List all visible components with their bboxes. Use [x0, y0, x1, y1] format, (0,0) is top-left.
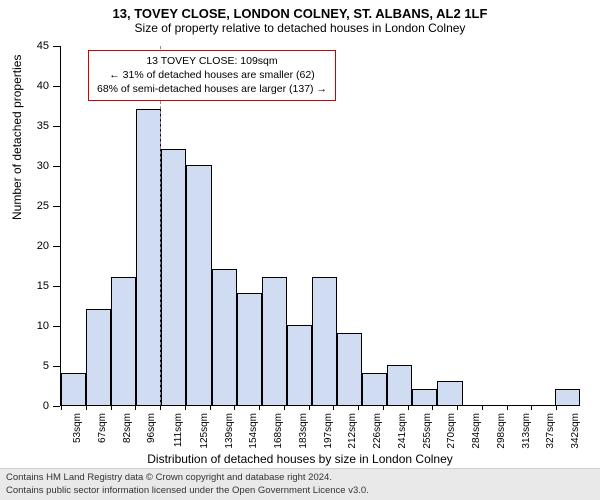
- x-tick: [160, 405, 161, 410]
- x-tick: [111, 405, 112, 410]
- y-tick: [53, 46, 60, 47]
- x-tick: [135, 405, 136, 410]
- x-tick-label: 226sqm: [372, 413, 383, 449]
- x-tick-label: 284sqm: [471, 413, 482, 449]
- y-tick: [53, 246, 60, 247]
- x-tick: [531, 405, 532, 410]
- x-tick-label: 96sqm: [146, 413, 157, 443]
- x-tick: [358, 405, 359, 410]
- x-tick: [383, 405, 384, 410]
- bar: [186, 165, 211, 405]
- x-tick-label: 197sqm: [322, 413, 333, 449]
- y-tick-label: 30: [37, 160, 49, 172]
- annotation-line-1: 13 TOVEY CLOSE: 109sqm: [97, 54, 327, 68]
- y-tick-label: 20: [37, 240, 49, 252]
- bar: [387, 365, 412, 405]
- x-tick: [61, 405, 62, 410]
- y-tick-label: 45: [37, 40, 49, 52]
- bar: [136, 109, 161, 405]
- x-tick: [86, 405, 87, 410]
- x-tick: [482, 405, 483, 410]
- x-tick-label: 327sqm: [545, 413, 556, 449]
- y-axis-label: Number of detached properties: [10, 55, 24, 220]
- bar: [412, 389, 437, 405]
- y-tick-label: 15: [37, 280, 49, 292]
- footer-line-1: Contains HM Land Registry data © Crown c…: [6, 472, 594, 484]
- x-tick-label: 255sqm: [421, 413, 432, 449]
- x-tick-label: 270sqm: [446, 413, 457, 449]
- footer: Contains HM Land Registry data © Crown c…: [0, 468, 600, 500]
- bar: [337, 333, 362, 405]
- x-tick: [259, 405, 260, 410]
- x-tick: [432, 405, 433, 410]
- y-tick-label: 40: [37, 80, 49, 92]
- y-tick-label: 5: [43, 360, 49, 372]
- annotation-box: 13 TOVEY CLOSE: 109sqm ← 31% of detached…: [88, 50, 336, 101]
- x-tick: [507, 405, 508, 410]
- x-tick-label: 241sqm: [397, 413, 408, 449]
- x-tick-label: 168sqm: [273, 413, 284, 449]
- x-tick: [457, 405, 458, 410]
- x-tick: [556, 405, 557, 410]
- x-axis-label: Distribution of detached houses by size …: [0, 452, 600, 466]
- x-tick-label: 183sqm: [298, 413, 309, 449]
- x-tick-label: 53sqm: [72, 413, 83, 443]
- x-tick-label: 342sqm: [570, 413, 581, 449]
- bar: [262, 277, 287, 405]
- x-tick: [234, 405, 235, 410]
- bar: [237, 293, 262, 405]
- y-tick-label: 35: [37, 120, 49, 132]
- y-tick: [53, 406, 60, 407]
- annotation-line-2: ← 31% of detached houses are smaller (62…: [97, 68, 327, 82]
- bar: [437, 381, 462, 405]
- x-tick-label: 298sqm: [496, 413, 507, 449]
- y-tick-label: 25: [37, 200, 49, 212]
- x-tick-label: 139sqm: [223, 413, 234, 449]
- x-tick: [309, 405, 310, 410]
- y-tick: [53, 326, 60, 327]
- x-tick-label: 212sqm: [347, 413, 358, 449]
- bar: [86, 309, 111, 405]
- x-tick-label: 313sqm: [520, 413, 531, 449]
- bar: [312, 277, 337, 405]
- y-tick: [53, 86, 60, 87]
- y-tick: [53, 206, 60, 207]
- footer-line-2: Contains public sector information licen…: [6, 485, 594, 497]
- y-tick: [53, 286, 60, 287]
- bar: [111, 277, 136, 405]
- x-tick: [408, 405, 409, 410]
- y-tick: [53, 166, 60, 167]
- y-tick: [53, 366, 60, 367]
- x-tick-label: 111sqm: [173, 413, 184, 447]
- chart-subtitle: Size of property relative to detached ho…: [0, 21, 600, 39]
- x-tick-label: 67sqm: [97, 413, 108, 443]
- chart-title: 13, TOVEY CLOSE, LONDON COLNEY, ST. ALBA…: [0, 0, 600, 21]
- bar: [161, 149, 186, 405]
- bar: [61, 373, 86, 405]
- x-tick-label: 82sqm: [122, 413, 133, 443]
- x-tick: [210, 405, 211, 410]
- y-tick: [53, 126, 60, 127]
- y-tick-label: 0: [43, 400, 49, 412]
- x-tick-label: 154sqm: [248, 413, 259, 449]
- x-tick: [333, 405, 334, 410]
- x-tick: [284, 405, 285, 410]
- bar: [362, 373, 387, 405]
- annotation-line-3: 68% of semi-detached houses are larger (…: [97, 82, 327, 96]
- bar: [212, 269, 237, 405]
- x-tick: [185, 405, 186, 410]
- bar: [555, 389, 580, 405]
- x-tick-label: 125sqm: [199, 413, 210, 449]
- bar: [287, 325, 312, 405]
- chart-container: 13, TOVEY CLOSE, LONDON COLNEY, ST. ALBA…: [0, 0, 600, 500]
- y-tick-label: 10: [37, 320, 49, 332]
